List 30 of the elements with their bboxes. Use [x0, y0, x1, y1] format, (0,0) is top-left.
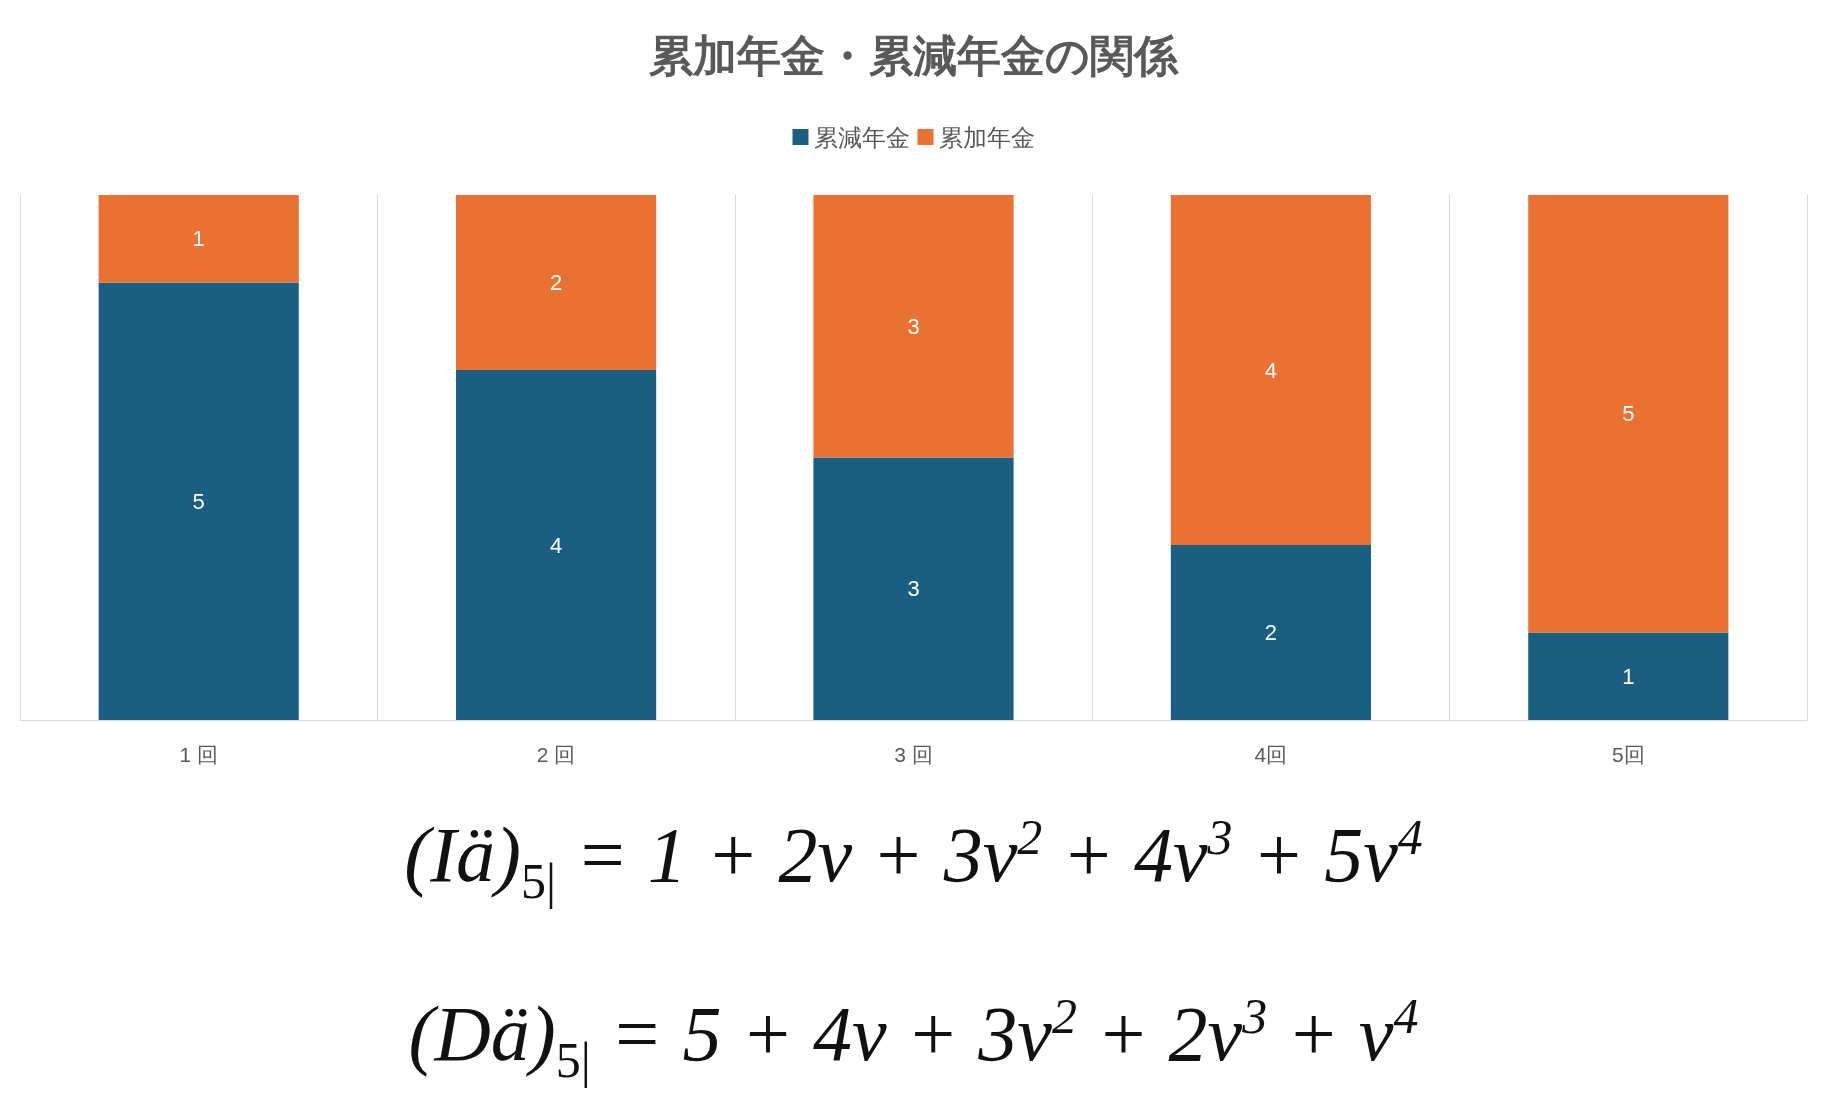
- bar: [98, 282, 299, 720]
- data-label: 1: [1622, 663, 1635, 689]
- bar: [98, 195, 299, 283]
- text: (Dä)$_{5|}$ = 5 + 4v + 3v$^{2}$ + 2v$^{3}$ + v$^{4}$: [407, 986, 1420, 1090]
- data-label: 2: [549, 270, 563, 295]
- bar: [1170, 195, 1371, 545]
- data-label: 3: [907, 576, 920, 602]
- text: (Iä)$_{5|}$ = 1 + 2v + 3v$^{2}$ + 4v$^{3}$ + 5v$^{4}$: [403, 808, 1424, 911]
- data-label: 2: [1264, 620, 1278, 645]
- data-label: 1: [192, 226, 205, 252]
- legend-label: 累加年金: [938, 123, 1035, 151]
- data-label: 5: [192, 488, 205, 514]
- bar: [813, 195, 1014, 458]
- data-label: 5: [1622, 401, 1635, 427]
- bar: [1170, 545, 1371, 720]
- data-label: 4: [1264, 357, 1278, 383]
- bar: [456, 195, 657, 370]
- bar: [813, 457, 1014, 720]
- bar: [1528, 195, 1729, 633]
- data-label: 4: [549, 532, 563, 558]
- x-tick-label: 2 回: [536, 743, 576, 766]
- bar: [1528, 632, 1729, 720]
- x-tick-label: 3 回: [894, 743, 933, 766]
- chart-title: 累加年金・累減年金の関係: [649, 30, 1179, 80]
- legend-label: 累減年金: [813, 123, 910, 151]
- bar: [456, 370, 657, 720]
- x-tick-label: 4回: [1254, 743, 1288, 766]
- x-tick-label: 1 回: [179, 743, 218, 766]
- data-label: 3: [907, 313, 920, 339]
- x-tick-label: 5回: [1611, 743, 1645, 766]
